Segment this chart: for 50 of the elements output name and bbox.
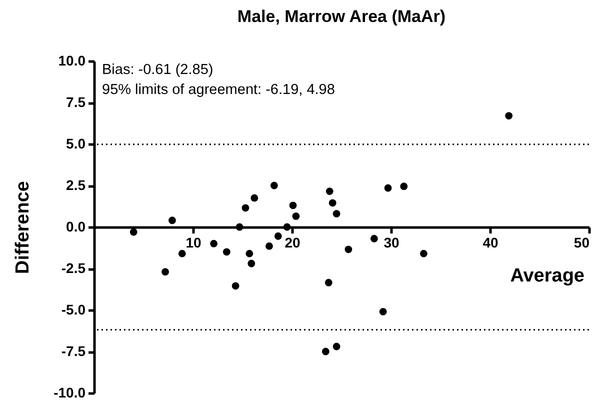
y-tick-label: 5.0 xyxy=(66,136,86,152)
point xyxy=(420,250,428,258)
point xyxy=(274,232,282,240)
point xyxy=(266,242,273,250)
point xyxy=(505,112,513,120)
point xyxy=(332,342,340,350)
y-tick-label: -5.0 xyxy=(61,302,86,318)
point xyxy=(236,223,244,231)
y-tick-label: 2.5 xyxy=(66,177,86,193)
y-tick-label: 10.0 xyxy=(58,52,86,68)
y-axis-title: Difference xyxy=(12,181,34,274)
point xyxy=(292,212,300,220)
point xyxy=(248,260,256,268)
point xyxy=(130,228,138,236)
point xyxy=(400,182,408,190)
point xyxy=(232,282,240,290)
point xyxy=(162,268,169,276)
x-tick-label: 10 xyxy=(186,234,202,250)
point xyxy=(289,202,297,210)
y-tick-label: -10.0 xyxy=(54,384,86,400)
annotation: 95% limits of agreement: -6.19, 4.98 xyxy=(102,82,335,98)
x-tick-label: 30 xyxy=(384,234,400,250)
point xyxy=(178,250,186,258)
x-tick-label: 20 xyxy=(284,234,300,250)
point xyxy=(326,188,334,196)
point xyxy=(246,250,254,258)
point xyxy=(328,199,336,207)
y-tick-label: -7.5 xyxy=(61,343,86,359)
point xyxy=(324,278,332,286)
point xyxy=(168,216,176,224)
x-axis-title: Average xyxy=(510,266,584,286)
chart-title: Male, Marrow Area (MaAr) xyxy=(237,7,446,26)
point xyxy=(332,210,340,218)
point xyxy=(379,308,387,316)
x-tick-label: 40 xyxy=(482,234,498,250)
point xyxy=(270,182,278,190)
point xyxy=(250,194,258,202)
annotation: Bias: -0.61 (2.85) xyxy=(102,62,214,78)
y-tick-label: 0.0 xyxy=(66,218,86,234)
x-tick-label: 50 xyxy=(574,234,590,250)
point xyxy=(344,246,352,254)
point xyxy=(370,234,378,242)
point xyxy=(283,223,291,231)
y-tick-label: -2.5 xyxy=(61,260,86,276)
point xyxy=(242,204,250,212)
y-tick-label: 7.5 xyxy=(66,94,86,110)
point xyxy=(322,348,330,356)
point xyxy=(222,248,230,256)
point xyxy=(210,240,218,248)
point xyxy=(384,184,392,192)
